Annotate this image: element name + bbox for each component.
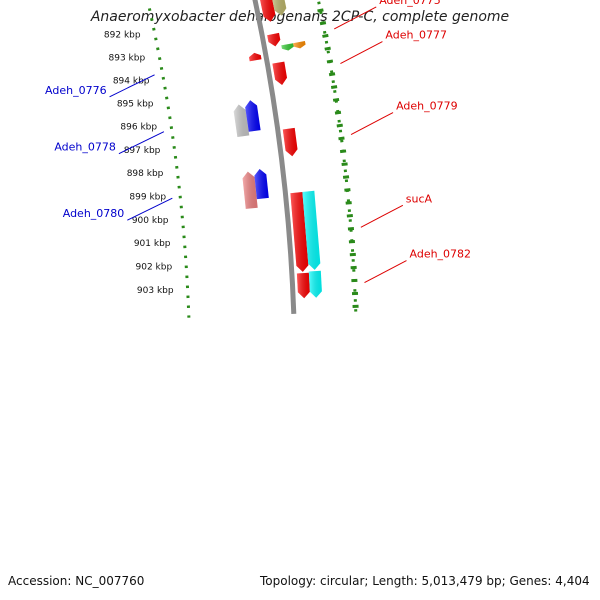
- ruler-label-899: 899 kbp: [129, 193, 166, 203]
- gene-label-f_Adeh_0782: Adeh_0782: [410, 248, 472, 261]
- gene-shade-f_Adeh_0776b: [281, 43, 294, 51]
- gene-shade-f_Adeh_0780b: [254, 169, 269, 200]
- leader-f_Adeh_0777: [340, 41, 383, 65]
- ruler-tick: [332, 97, 340, 102]
- leader-f_Adeh_0780: [127, 197, 173, 221]
- ruler-tick: [344, 188, 351, 192]
- ruler-tick: [319, 21, 327, 26]
- leader-f_Adeh_0776: [109, 74, 155, 98]
- ruler-tick: [336, 123, 343, 128]
- ruler-tick: [334, 110, 342, 115]
- gene-shade-f_Adeh_0775: [267, 32, 281, 47]
- gene-shade-f_Adeh_0776c: [293, 41, 306, 49]
- ruler-label-894: 894 kbp: [113, 77, 150, 87]
- ruler-tick: [338, 136, 345, 141]
- gene-shade-f_sucA_cyan: [302, 190, 321, 270]
- leader-f_Adeh_0778: [118, 131, 165, 155]
- gene-label-f_Adeh_0775: Adeh_0775: [379, 0, 441, 7]
- leader-f_Adeh_0779: [350, 112, 394, 135]
- gene-shade-f_Adeh_0778b: [245, 100, 261, 132]
- gene-labels: Adeh_0775 Adeh_0776 Adeh_0777 Adeh_0778 Adeh…: [45, 0, 472, 284]
- gene-label-f_Adeh_0776: Adeh_0776: [45, 84, 107, 97]
- ruler-label-892: 892 kbp: [104, 30, 141, 40]
- gene-shade-f_Adeh_0776: [249, 52, 262, 62]
- ruler-tick: [345, 201, 352, 205]
- gene-label-f_sucA: sucA: [406, 192, 433, 205]
- gene-shade-f_Adeh_0782c: [308, 270, 322, 298]
- gene-shade-f_892b: [272, 0, 287, 16]
- ruler-tick: [326, 59, 334, 64]
- ruler-tick: [339, 149, 347, 154]
- ruler-tick: [330, 85, 338, 90]
- gene-shade-f_Adeh_0780: [242, 171, 258, 209]
- gene-label-f_Adeh_0777: Adeh_0777: [385, 29, 447, 42]
- gene-shade-f_Adeh_0777: [272, 61, 287, 85]
- gene-shade-f_Adeh_0779: [282, 127, 298, 157]
- ruler-tick: [322, 33, 329, 38]
- inner-ruler-dots: [147, 8, 191, 318]
- ruler-tick: [328, 72, 336, 77]
- ruler-tick: [346, 214, 353, 218]
- leader-f_Adeh_0782: [364, 260, 407, 284]
- ruler-label-897: 897 kbp: [124, 146, 161, 156]
- leader-f_Adeh_0775: [334, 6, 377, 30]
- map-title: Anaeromyxobacter dehalogenans 2CP-C, com…: [90, 9, 510, 25]
- gene-label-f_Adeh_0780: Adeh_0780: [63, 207, 125, 220]
- outer-ruler-dots: [316, 0, 358, 312]
- gene-shade-f_892a: [260, 0, 276, 22]
- gene-shade-f_sucA: [290, 192, 309, 272]
- ruler-labels: 892 kbp 893 kbp 894 kbp 895 kbp 896 kbp 897 k…: [104, 30, 174, 296]
- gene-shade-f_Adeh_0778: [233, 104, 250, 137]
- gene-label-f_Adeh_0778: Adeh_0778: [54, 141, 116, 154]
- gene-shade-f_Adeh_0782: [296, 272, 310, 299]
- gene-features: [233, 0, 322, 299]
- gene-label-f_Adeh_0779: Adeh_0779: [396, 100, 458, 113]
- ruler-tick: [317, 8, 324, 13]
- ruler-label-898: 898 kbp: [127, 169, 164, 179]
- ruler-label-896: 896 kbp: [120, 123, 157, 133]
- ruler-label-903: 903 kbp: [137, 286, 174, 296]
- ruler-label-900: 900 kbp: [132, 216, 169, 226]
- ruler-tick: [341, 162, 348, 167]
- genome-summary-label: Topology: circular; Length: 5,013,479 bp…: [260, 574, 590, 588]
- genome-backbone: [252, 0, 297, 314]
- accession-label: Accession: NC_007760: [8, 574, 145, 588]
- ruler-label-895: 895 kbp: [117, 100, 154, 110]
- ruler-tick: [324, 46, 331, 51]
- ruler-label-893: 893 kbp: [109, 53, 146, 63]
- ruler-label-901: 901 kbp: [134, 239, 171, 249]
- leader-f_sucA: [360, 204, 404, 228]
- ruler-label-902: 902 kbp: [136, 263, 173, 273]
- ruler-tick: [342, 175, 350, 179]
